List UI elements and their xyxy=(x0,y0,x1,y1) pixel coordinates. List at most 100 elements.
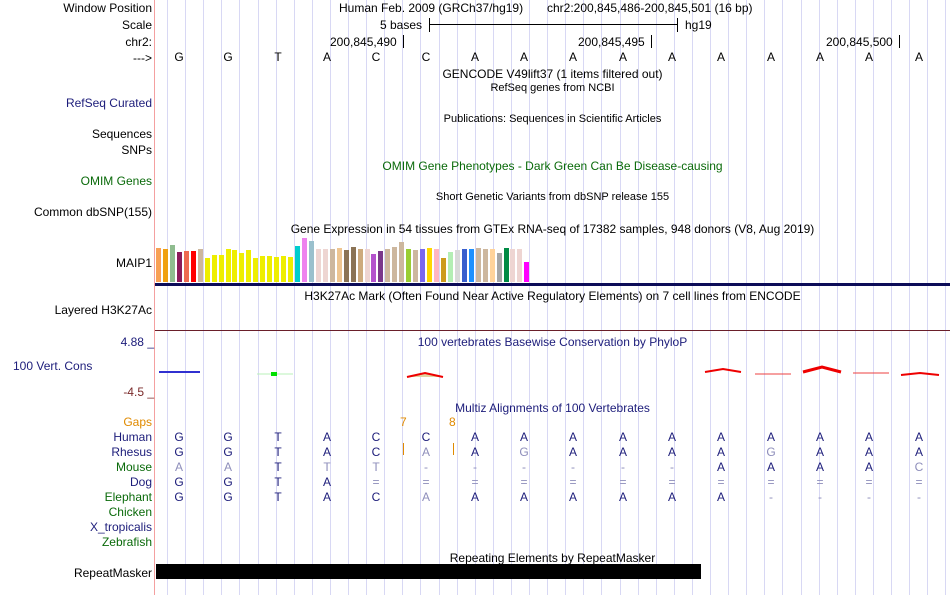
gtex-tissue-bar[interactable] xyxy=(253,258,259,282)
gtex-tissue-bar[interactable] xyxy=(225,249,231,282)
publications-title[interactable]: Publications: Sequences in Scientific Ar… xyxy=(443,113,662,125)
publications-label-sequences[interactable]: Sequences xyxy=(91,127,152,141)
gtex-tissue-bar[interactable] xyxy=(190,251,196,282)
gtex-tissue-bar[interactable] xyxy=(246,250,252,282)
gtex-tissue-bar[interactable] xyxy=(496,253,502,282)
gtex-tissue-bar[interactable] xyxy=(524,262,530,282)
gtex-tissue-bar[interactable] xyxy=(322,249,328,282)
species-label[interactable]: Mouse xyxy=(115,460,152,474)
gtex-tissue-bar[interactable] xyxy=(281,256,287,282)
gtex-tissue-bar[interactable] xyxy=(239,253,245,282)
gtex-tissue-bar[interactable] xyxy=(176,252,182,282)
gtex-tissue-bar[interactable] xyxy=(350,247,356,282)
species-label[interactable]: Human xyxy=(113,430,152,444)
species-label[interactable]: Chicken xyxy=(108,505,152,519)
aligned-base: G xyxy=(223,490,233,504)
omim-label[interactable]: OMIM Genes xyxy=(80,174,152,188)
gtex-tissue-bar[interactable] xyxy=(183,251,189,282)
gtex-tissue-bar[interactable] xyxy=(461,249,467,282)
grid-line xyxy=(855,0,856,595)
gencode-title[interactable]: GENCODE V49lift37 (1 items filtered out) xyxy=(442,67,663,81)
gtex-tissue-bar[interactable] xyxy=(308,241,314,282)
gtex-tissue-bar[interactable] xyxy=(295,246,300,282)
gtex-tissue-bar[interactable] xyxy=(406,249,412,282)
gtex-tissue-bar[interactable] xyxy=(482,249,488,282)
gtex-tissue-bar[interactable] xyxy=(288,257,294,282)
gtex-tissue-bar[interactable] xyxy=(420,249,426,282)
phylop-title[interactable]: 100 vertebrates Basewise Conservation by… xyxy=(417,335,688,349)
gtex-tissue-bar[interactable] xyxy=(434,249,439,282)
gtex-tissue-bar[interactable] xyxy=(211,255,217,282)
gtex-label[interactable]: MAIP1 xyxy=(115,256,152,270)
gtex-tissue-bar[interactable] xyxy=(468,249,474,282)
gaps-label: Gaps xyxy=(123,415,152,429)
gtex-tissue-bar[interactable] xyxy=(267,256,273,282)
refseq-title[interactable]: RefSeq genes from NCBI xyxy=(490,82,615,94)
publications-label-snps[interactable]: SNPs xyxy=(121,143,152,157)
gtex-tissue-bar[interactable] xyxy=(413,250,419,282)
h3k27ac-title[interactable]: H3K27Ac Mark (Often Found Near Active Re… xyxy=(304,289,801,303)
aligned-base: A xyxy=(618,445,627,459)
aligned-base: = xyxy=(520,475,528,489)
grid-line xyxy=(583,0,584,595)
gtex-tissue-bar[interactable] xyxy=(197,249,203,282)
aligned-base: A xyxy=(815,430,824,444)
strand-label[interactable]: ---> xyxy=(133,51,152,65)
gtex-tissue-bar[interactable] xyxy=(392,247,398,282)
gtex-tissue-bar[interactable] xyxy=(329,249,335,282)
repeatmasker-label[interactable]: RepeatMasker xyxy=(73,566,152,580)
gtex-tissue-bar[interactable] xyxy=(204,258,210,282)
assembly-text: Human Feb. 2009 (GRCh37/hg19) xyxy=(339,1,524,15)
multiz-title[interactable]: Multiz Alignments of 100 Vertebrates xyxy=(455,401,650,415)
gtex-tissue-bar[interactable] xyxy=(336,248,342,282)
gtex-tissue-bar[interactable] xyxy=(447,252,453,282)
gtex-tissue-bar[interactable] xyxy=(218,255,224,282)
base: A xyxy=(470,50,479,64)
gtex-tissue-bar[interactable] xyxy=(364,249,370,282)
gtex-tissue-bar[interactable] xyxy=(454,250,460,282)
gtex-tissue-bar[interactable] xyxy=(260,256,266,282)
species-label[interactable]: Zebrafish xyxy=(101,535,152,549)
gtex-tissue-bar[interactable] xyxy=(371,254,377,282)
aligned-base: A xyxy=(519,430,528,444)
species-label[interactable]: Rhesus xyxy=(111,445,152,459)
gtex-tissue-bar[interactable] xyxy=(274,257,280,282)
dbsnp-label[interactable]: Common dbSNP(155) xyxy=(33,205,152,219)
species-label[interactable]: X_tropicalis xyxy=(89,520,152,534)
gtex-tissue-bar[interactable] xyxy=(489,249,495,282)
gtex-tissue-bar[interactable] xyxy=(162,249,168,282)
refseq-label[interactable]: RefSeq Curated xyxy=(65,96,152,110)
gtex-tissue-bar[interactable] xyxy=(378,251,384,282)
species-label[interactable]: Dog xyxy=(129,475,152,489)
repeatmasker-title[interactable]: Repeating Elements by RepeatMasker xyxy=(449,551,656,565)
aligned-base: A xyxy=(667,445,676,459)
gtex-tissue-bar[interactable] xyxy=(301,238,307,282)
gtex-tissue-bar[interactable] xyxy=(357,249,363,282)
base: G xyxy=(174,50,184,64)
gtex-tissue-bar[interactable] xyxy=(156,248,161,282)
gtex-tissue-bar[interactable] xyxy=(399,242,405,282)
gtex-tissue-bar[interactable] xyxy=(315,249,321,282)
gtex-tissue-bar[interactable] xyxy=(440,258,446,282)
dbsnp-title[interactable]: Short Genetic Variants from dbSNP releas… xyxy=(435,191,670,203)
species-label[interactable]: Elephant xyxy=(104,490,152,504)
gtex-tissue-bar[interactable] xyxy=(510,249,516,282)
gtex-tissue-bar[interactable] xyxy=(475,248,481,282)
gtex-tissue-bar[interactable] xyxy=(517,249,523,282)
repeatmasker-element[interactable] xyxy=(156,564,701,579)
gtex-tissue-bar[interactable] xyxy=(169,245,175,282)
grid-line xyxy=(239,0,240,595)
omim-title[interactable]: OMIM Gene Phenotypes - Dark Green Can Be… xyxy=(382,159,723,173)
gtex-tissue-bar[interactable] xyxy=(385,249,391,282)
gtex-title[interactable]: Gene Expression in 54 tissues from GTEx … xyxy=(290,222,815,236)
phylop-label[interactable]: 100 Vert. Cons xyxy=(13,359,93,373)
gtex-tissue-bar[interactable] xyxy=(232,250,238,282)
gtex-tissue-bar[interactable] xyxy=(343,250,349,282)
aligned-base: = xyxy=(865,475,873,489)
gtex-bar-chart[interactable] xyxy=(156,238,556,282)
h3k27ac-label[interactable]: Layered H3K27Ac xyxy=(54,303,152,317)
aligned-base: G xyxy=(174,430,184,444)
gtex-tissue-bar[interactable] xyxy=(427,248,433,282)
grid-line xyxy=(294,0,295,595)
gtex-tissue-bar[interactable] xyxy=(503,248,509,282)
